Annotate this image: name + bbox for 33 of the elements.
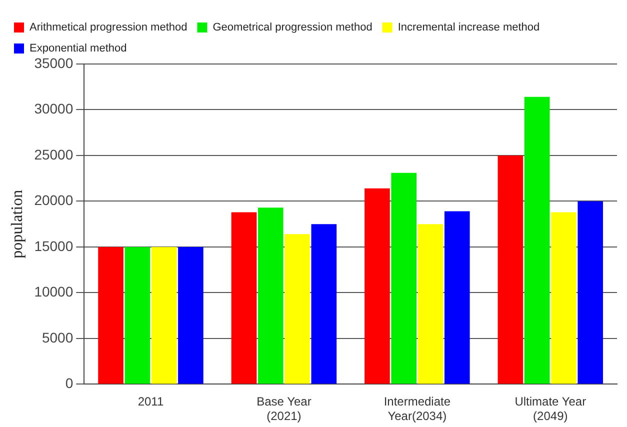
legend-label: Incremental increase method (398, 22, 540, 34)
x-tick-label: 2011 (138, 394, 164, 409)
x-tick-label: Ultimate Year (2049) (514, 394, 586, 424)
bar (98, 246, 124, 384)
y-tick-label: 35000 (34, 54, 74, 71)
bar (444, 211, 470, 384)
bar (151, 246, 177, 384)
bar (498, 155, 524, 384)
y-tick-label: 30000 (34, 100, 74, 117)
y-tick-label: 0 (65, 375, 74, 392)
x-tick-label: Base Year (2021) (256, 394, 312, 424)
bar (258, 208, 284, 384)
y-axis-title: population (8, 190, 26, 258)
y-tick-label: 20000 (34, 192, 74, 208)
bar (311, 224, 337, 384)
bar (524, 96, 550, 384)
bar (231, 212, 257, 384)
y-tick-label: 15000 (34, 238, 74, 254)
bar (578, 201, 604, 384)
y-tick-label: 5000 (42, 329, 74, 346)
y-tick-label: 10000 (34, 284, 74, 300)
bar (551, 212, 576, 384)
bar (418, 224, 444, 384)
bar (284, 234, 310, 384)
y-tick-label: 25000 (34, 146, 74, 162)
x-tick-label: Intermediate Year(2034) (384, 394, 451, 424)
legend-label: Geometrical progression method (212, 22, 372, 34)
bar (391, 172, 417, 384)
bar (364, 188, 390, 384)
bar (178, 246, 204, 384)
legend-label: Arithmetical progression method (30, 22, 188, 34)
bar (124, 246, 150, 384)
legend-label: Exponential method (30, 42, 127, 55)
